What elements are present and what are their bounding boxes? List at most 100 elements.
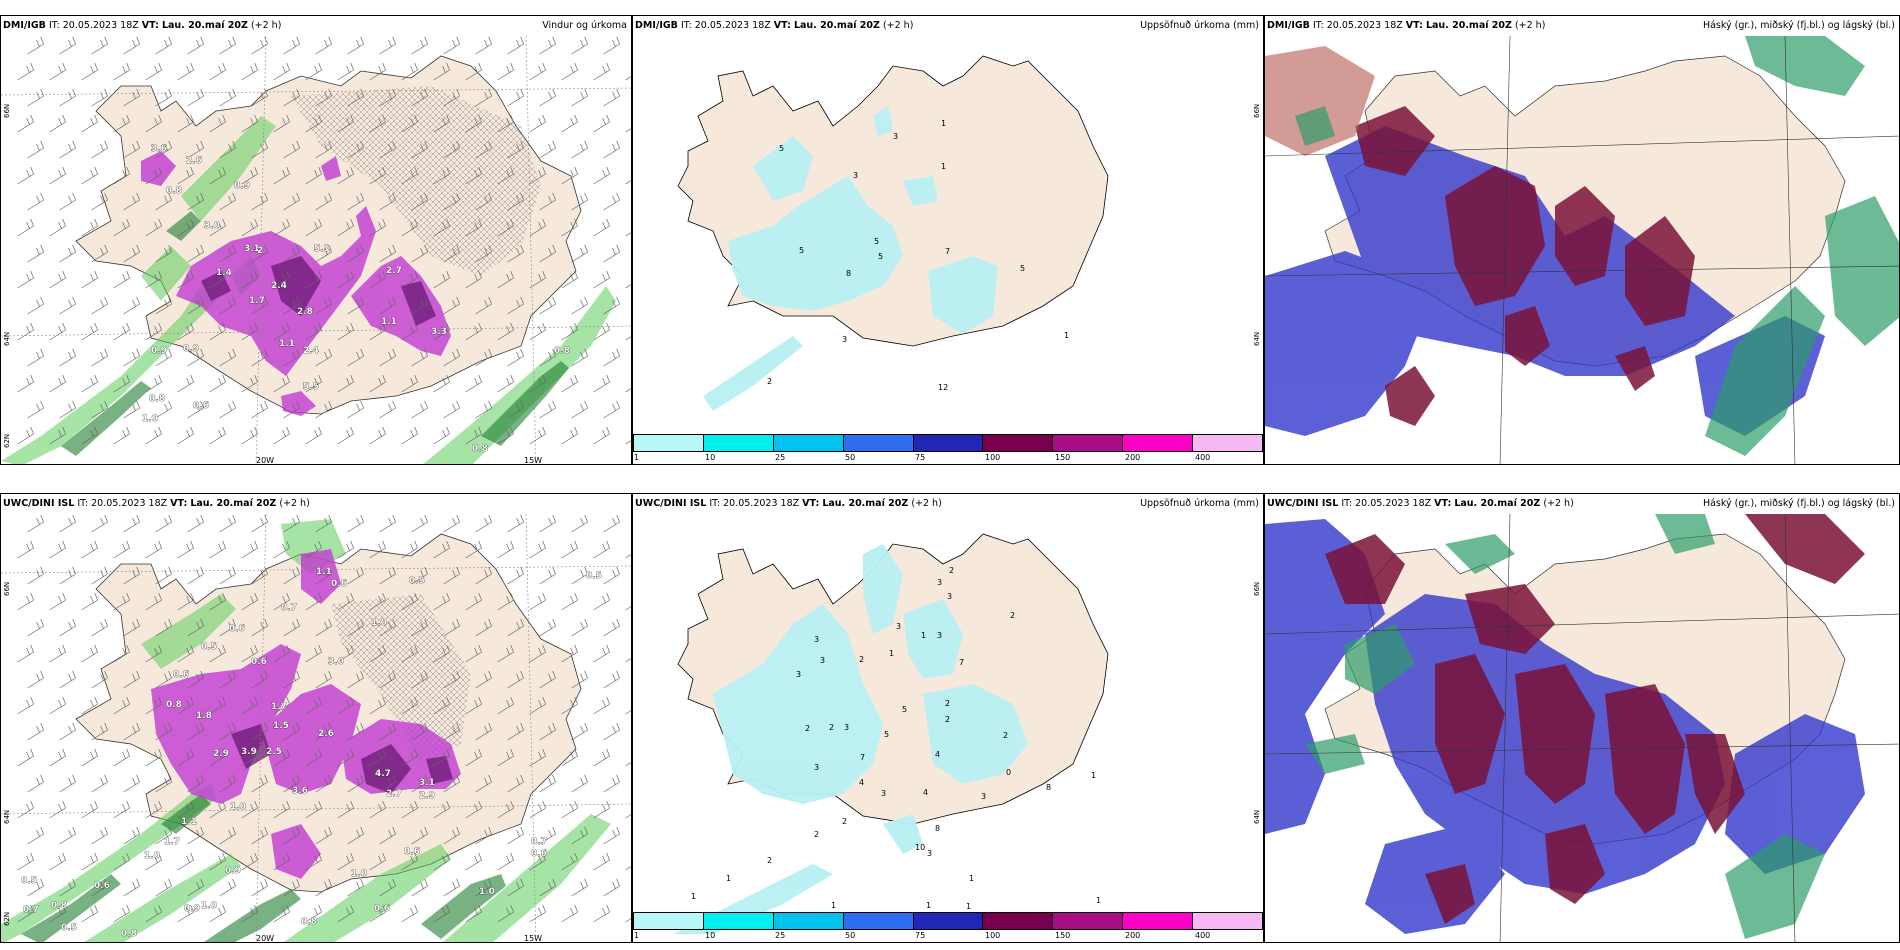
wind-barb xyxy=(347,618,364,637)
wind-barb xyxy=(315,826,332,845)
wind-barb xyxy=(59,566,76,585)
wind-barb xyxy=(251,400,268,419)
wind-barb xyxy=(145,748,162,767)
wind-barb xyxy=(475,88,492,107)
wind-barb xyxy=(443,670,460,689)
wind-barb xyxy=(571,722,588,741)
wind-barb xyxy=(369,592,386,611)
precip-value-label: 7 xyxy=(959,658,964,667)
lon-label-15w: 15W xyxy=(524,934,542,943)
wind-barb xyxy=(507,566,524,585)
precip-value-label: 1.0 xyxy=(479,887,495,897)
wind-barb xyxy=(81,62,98,81)
wind-barb xyxy=(305,322,322,341)
precip-value-label: 1 xyxy=(941,119,946,128)
wind-barb xyxy=(401,114,418,133)
precip-value-label: 2 xyxy=(814,830,819,839)
wind-barb xyxy=(155,296,172,315)
wind-barb xyxy=(49,540,66,559)
wind-barb xyxy=(123,244,140,263)
wind-barb xyxy=(49,852,66,871)
precip-value-label: 3.1 xyxy=(419,778,435,788)
lat-label-64n: 64N xyxy=(3,332,11,346)
wind-barb xyxy=(561,852,578,871)
wind-barb xyxy=(443,140,460,159)
wind-barb xyxy=(251,774,268,793)
wind-barb xyxy=(283,826,300,845)
precip-value-label: 0.5 xyxy=(201,642,217,652)
precip-value-label: 3.3 xyxy=(431,327,447,337)
wind-barb xyxy=(187,618,204,637)
wind-barb xyxy=(241,218,258,237)
wind-barb xyxy=(497,748,514,767)
precip-value-label: 7 xyxy=(945,247,950,256)
wind-barb xyxy=(539,566,556,585)
wind-barb xyxy=(443,514,460,533)
wind-barb xyxy=(379,192,396,211)
wind-barb xyxy=(539,244,556,263)
wind-barb xyxy=(177,322,194,341)
wind-barb xyxy=(241,592,258,611)
wind-barb xyxy=(539,348,556,367)
wind-barb xyxy=(113,592,130,611)
row-1-precip-panel: DMI/IGB IT: 20.05.2023 18Z VT: Lau. 20.m… xyxy=(632,15,1264,465)
precip-value-label: 2 xyxy=(945,699,950,708)
wind-barb xyxy=(273,540,290,559)
wind-barb xyxy=(369,800,386,819)
wind-barb xyxy=(401,852,418,871)
wind-barb xyxy=(113,218,130,237)
wind-barb xyxy=(81,592,98,611)
wind-barb xyxy=(497,114,514,133)
lat-label-62n: 62N xyxy=(3,434,11,448)
wind-barb xyxy=(379,670,396,689)
wind-barb xyxy=(337,696,354,715)
precip-value-label: 0.8 xyxy=(51,901,67,911)
precip-value-label: 0.7 xyxy=(531,837,547,847)
wind-barb xyxy=(561,322,578,341)
wind-barb xyxy=(17,114,34,133)
precip-labels: 3.6 2.6 0.8 0.9 3.0 3.12 5.1 2.7 1.4 2.4 1.7 2.8 1.1… xyxy=(142,144,571,455)
wind-barb xyxy=(17,904,34,923)
wind-barb xyxy=(507,670,524,689)
colorbar-cell xyxy=(1123,435,1194,451)
wind-barb xyxy=(507,296,524,315)
precip-value-label: 1.0 xyxy=(201,901,217,911)
wind-barb xyxy=(123,36,140,55)
wind-barb xyxy=(273,374,290,393)
precip-value-label: 0.8 xyxy=(554,346,570,356)
precip-value-label: 2 xyxy=(1003,731,1008,740)
wind-barb xyxy=(315,878,332,897)
precip-value-label: 5 xyxy=(1020,264,1025,273)
wind-barb xyxy=(465,426,482,445)
wind-barb xyxy=(305,800,322,819)
wind-barb xyxy=(337,322,354,341)
wind-barb xyxy=(337,748,354,767)
wind-barb xyxy=(113,852,130,871)
wind-barb xyxy=(251,722,268,741)
precip-value-label: 2 xyxy=(767,377,772,386)
wind-barb xyxy=(337,644,354,663)
wind-barb xyxy=(571,244,588,263)
wind-barb xyxy=(123,192,140,211)
wind-barb xyxy=(27,514,44,533)
wind-barb xyxy=(273,166,290,185)
precip-colorbar: 1 10 25 50 75 100 150 200 400 xyxy=(633,912,1263,942)
precip-value-label: 1.5 xyxy=(273,721,289,731)
wind-barb xyxy=(91,296,108,315)
wind-barb xyxy=(155,140,172,159)
wind-barb xyxy=(507,400,524,419)
wind-barb xyxy=(337,904,354,923)
wind-barb xyxy=(59,296,76,315)
wind-barb xyxy=(571,192,588,211)
precip-value-label: 3 xyxy=(981,792,986,801)
precip-value-label: 3.0 xyxy=(204,221,220,231)
wind-barb xyxy=(411,244,428,263)
wind-barb xyxy=(305,592,322,611)
precip-value-label: 0 xyxy=(1006,768,1011,777)
precip-value-label: 0.8 xyxy=(149,394,165,404)
wind-barb xyxy=(411,514,428,533)
wind-barb xyxy=(369,62,386,81)
wind-barb xyxy=(273,852,290,871)
precip-value-label: 5.1 xyxy=(314,244,330,254)
